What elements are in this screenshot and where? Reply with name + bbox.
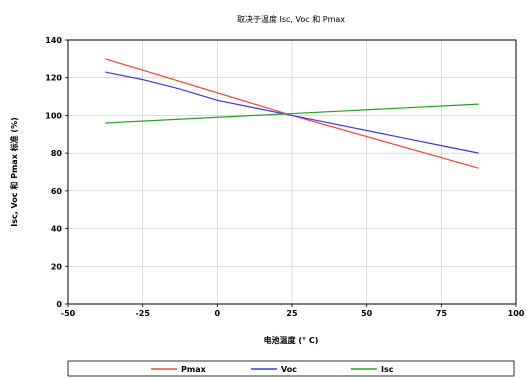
y-axis-label: Isc, Voc 和 Pmax 标准 (%) <box>9 117 19 227</box>
x-axis-ticks: -50 -25 0 25 50 75 100 <box>61 304 525 318</box>
x-tick-label: -25 <box>135 309 150 318</box>
y-tick-label: 80 <box>51 149 63 158</box>
series-line-voc <box>105 71 479 154</box>
series-lines <box>105 58 479 169</box>
legend-label-pmax: Pmax <box>181 365 207 374</box>
y-tick-label: 120 <box>45 74 62 83</box>
grid <box>68 40 516 304</box>
x-axis-label: 电池温度 (° C) <box>264 335 319 345</box>
x-tick-label: -50 <box>61 309 76 318</box>
legend-box <box>67 360 515 377</box>
y-axis-ticks: 0 20 40 60 80 100 120 140 <box>45 36 68 309</box>
x-tick-label: 25 <box>286 309 298 318</box>
x-tick-label: 75 <box>436 309 448 318</box>
y-tick-label: 20 <box>51 262 63 271</box>
legend-label-voc: Voc <box>281 365 297 374</box>
legend: Pmax Voc Isc <box>151 365 394 374</box>
series-line-isc <box>105 103 479 124</box>
x-tick-label: 50 <box>361 309 373 318</box>
y-tick-label: 60 <box>51 187 63 196</box>
x-tick-label: 0 <box>215 309 221 318</box>
legend-label-isc: Isc <box>381 365 394 374</box>
y-tick-label: 140 <box>45 36 62 45</box>
chart-title: 取决于温度 Isc, Voc 和 Pmax <box>237 14 345 24</box>
x-tick-label: 100 <box>508 309 525 318</box>
y-tick-label: 0 <box>56 300 62 309</box>
y-tick-label: 100 <box>45 111 62 120</box>
y-tick-label: 40 <box>51 225 63 234</box>
